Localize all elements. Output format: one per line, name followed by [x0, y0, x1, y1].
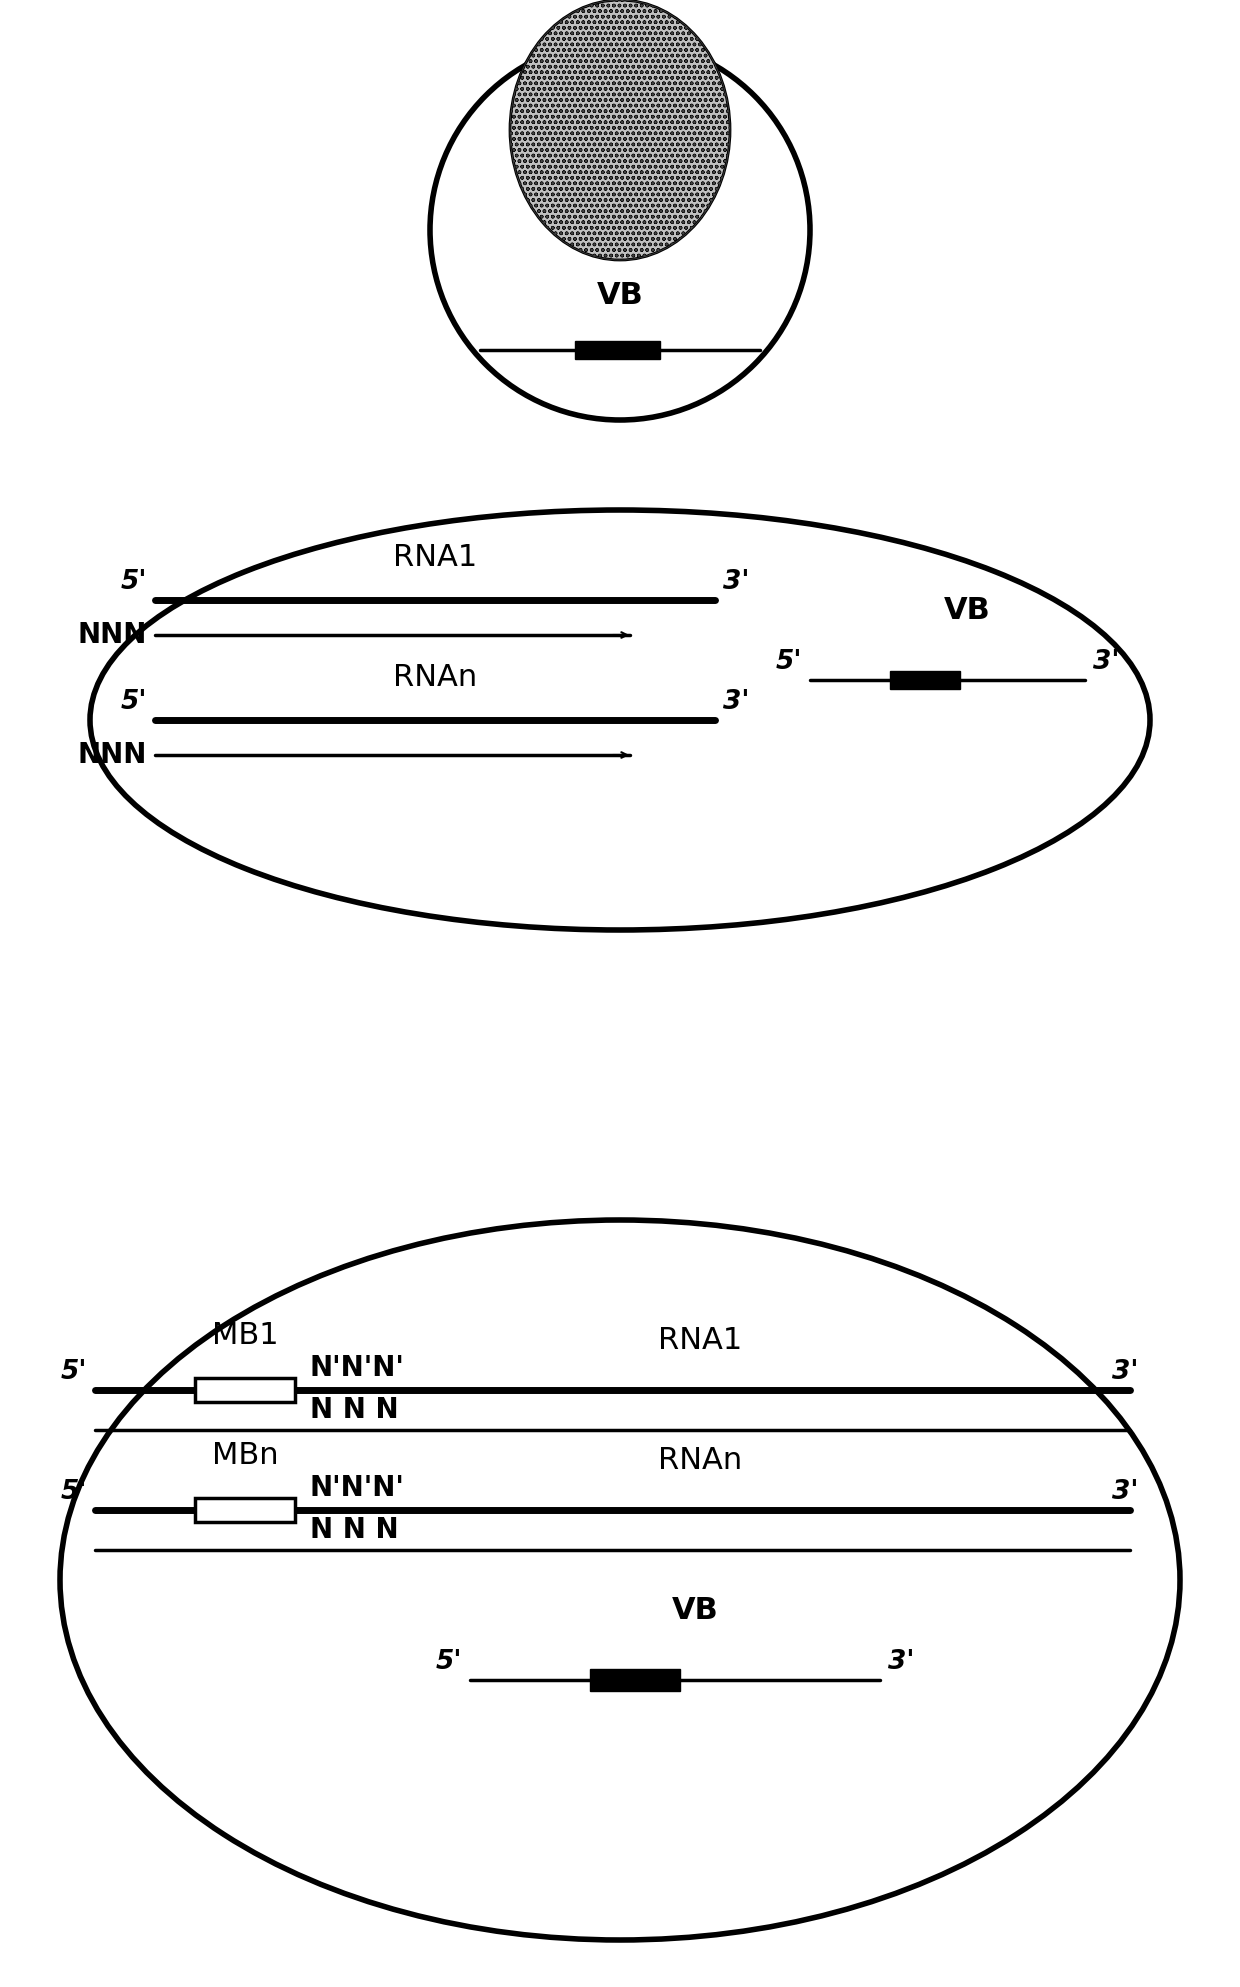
Text: 3': 3': [888, 1649, 915, 1675]
Bar: [195, 1498, 295, 1522]
Text: NNN: NNN: [78, 622, 148, 650]
Bar: [590, 1669, 680, 1691]
Text: N N N: N N N: [310, 1397, 398, 1425]
Text: 5': 5': [120, 689, 148, 715]
Text: 5': 5': [120, 568, 148, 594]
Bar: [890, 672, 960, 689]
Text: RNA1: RNA1: [393, 542, 477, 572]
Text: 3': 3': [1111, 1478, 1138, 1504]
Text: 5': 5': [61, 1359, 87, 1385]
Text: 5': 5': [435, 1649, 463, 1675]
Text: 5': 5': [61, 1478, 87, 1504]
Text: 3': 3': [723, 689, 749, 715]
Text: 3': 3': [1092, 650, 1120, 676]
Text: MB1: MB1: [212, 1321, 278, 1349]
Text: NNN: NNN: [78, 741, 148, 769]
Text: VB: VB: [672, 1596, 718, 1625]
Ellipse shape: [510, 0, 730, 260]
Text: N'N'N': N'N'N': [310, 1474, 405, 1502]
Text: RNAn: RNAn: [658, 1447, 742, 1474]
Text: MBn: MBn: [212, 1441, 278, 1470]
Bar: [195, 1379, 295, 1403]
Text: N N N: N N N: [310, 1516, 398, 1544]
Text: VB: VB: [596, 280, 644, 310]
Text: 3': 3': [723, 568, 749, 594]
Text: 3': 3': [1111, 1359, 1138, 1385]
Text: N'N'N': N'N'N': [310, 1353, 405, 1383]
Bar: [575, 342, 660, 360]
Text: 5': 5': [775, 650, 802, 676]
Text: RNA1: RNA1: [658, 1325, 742, 1355]
Text: RNAn: RNAn: [393, 664, 477, 691]
Text: VB: VB: [944, 596, 991, 626]
